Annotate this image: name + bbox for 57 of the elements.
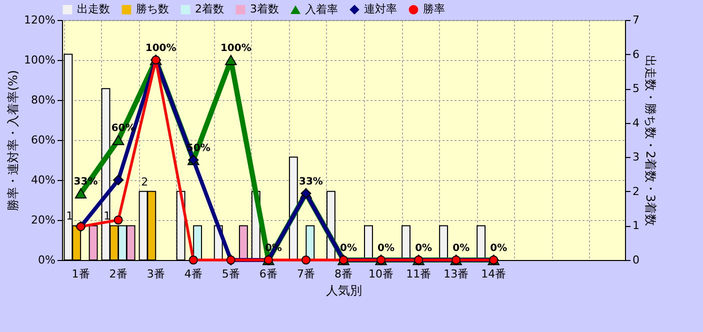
y-tick-label: 40% xyxy=(31,174,56,186)
data-label: 0% xyxy=(490,243,508,254)
y2-tick-label: 5 xyxy=(632,82,640,96)
y2-tick-label: 1 xyxy=(632,219,640,232)
data-label: 100% xyxy=(220,43,252,54)
y-tick-label: 60% xyxy=(31,134,56,146)
y2-tick-label: 3 xyxy=(632,150,640,164)
point xyxy=(225,54,237,66)
x-tick-label: 13番 xyxy=(444,268,469,280)
point xyxy=(113,174,124,186)
data-label: 33% xyxy=(299,176,323,188)
y2-tick-label: 6 xyxy=(632,48,640,61)
x-tick-label: 2番 xyxy=(109,268,128,280)
x-axis-title: 人気別 xyxy=(326,284,362,298)
y2-tick-label: 0 xyxy=(632,254,640,266)
x-tick-label: 14番 xyxy=(481,268,506,280)
y2-tick-label: 4 xyxy=(632,116,640,130)
x-tick-label: 11番 xyxy=(406,268,432,280)
y-axis-title: 勝率・連対率・入着率(%) xyxy=(6,70,20,211)
x-tick-label: 5番 xyxy=(222,268,240,280)
data-label: 0% xyxy=(415,243,432,254)
y2-axis-title: 出走数・勝ち数・2着数・3着数 xyxy=(644,54,658,226)
data-label: 0% xyxy=(452,243,470,254)
legend-label: 2着数 xyxy=(195,2,224,16)
y-tick-label: 120% xyxy=(24,14,56,26)
legend-label: 勝率 xyxy=(423,2,445,16)
point xyxy=(188,255,198,265)
y2-tick-label: 2 xyxy=(632,184,640,198)
x-tick-label: 6番 xyxy=(259,268,278,280)
y-tick-label: 100% xyxy=(24,54,56,66)
data-label: 0% xyxy=(378,243,395,254)
data-label: 2 xyxy=(141,175,148,188)
data-label: 1 xyxy=(104,210,111,223)
x-tick-label: 1番 xyxy=(72,268,90,280)
data-label: 100% xyxy=(145,43,176,54)
data-label: 0% xyxy=(264,243,282,254)
legend-label: 勝ち数 xyxy=(136,2,169,16)
x-tick-label: 4番 xyxy=(184,268,202,280)
x-tick-label: 8番 xyxy=(334,268,352,280)
x-tick-label: 3番 xyxy=(146,268,165,280)
legend-label: 連対率 xyxy=(364,2,397,16)
point xyxy=(74,188,87,199)
point xyxy=(112,134,124,146)
point xyxy=(301,255,310,265)
data-label: 0% xyxy=(340,243,357,254)
bar xyxy=(193,225,202,260)
legend-label: 出走数 xyxy=(77,2,110,16)
y-tick-label: 0% xyxy=(38,254,56,266)
y-tick-label: 20% xyxy=(31,214,56,226)
legend-label: 3着数 xyxy=(250,2,279,16)
x-tick-label: 7番 xyxy=(296,268,315,280)
y-tick-label: 80% xyxy=(31,94,56,106)
x-tick-label: 10番 xyxy=(368,268,394,280)
bar xyxy=(306,225,315,260)
y2-tick-label: 7 xyxy=(632,14,640,26)
legend-label: 入着率 xyxy=(305,2,338,16)
point xyxy=(114,215,123,225)
